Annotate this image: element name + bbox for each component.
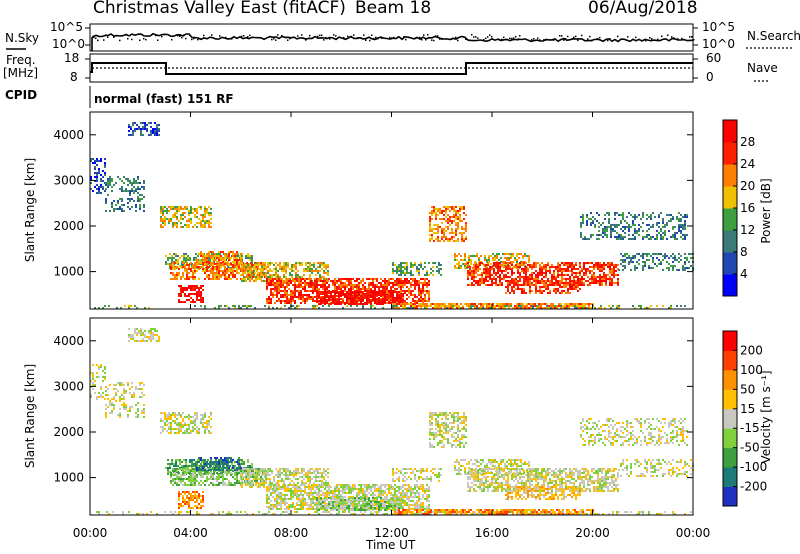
x-axis-label: Time UT (366, 538, 416, 552)
cpid-mode: normal (fast) 151 RF (94, 92, 234, 106)
velocity-colorbar-label: Velocity [m s⁻¹] (759, 370, 773, 464)
y-tick-label: 3000 (53, 379, 84, 393)
x-tick-label: 20:00 (575, 526, 610, 540)
freq-unit: [MHz] (3, 66, 39, 80)
colorbar-swatch (723, 408, 737, 429)
nsky-tick-top-right: 10^5 (702, 20, 735, 34)
y-tick-label: 1000 (53, 471, 84, 485)
power-colorbar-tick: 28 (740, 135, 755, 149)
freq-tick-bottom-right: 0 (706, 70, 714, 84)
colorbar-swatch (723, 186, 737, 209)
cpid-label: CPID (5, 88, 38, 102)
power-yticks: 1000 2000 3000 4000 (53, 128, 693, 279)
velocity-colorbar-tick: 100 (740, 363, 763, 377)
x-axis-ticks: 00:00 04:00 08:00 12:00 16:00 20:00 00:00 (73, 112, 711, 540)
power-colorbar-tick: 8 (740, 245, 748, 259)
y-tick-label: 2000 (53, 219, 84, 233)
colorbar-swatch (723, 447, 737, 468)
nsky-tick-bottom-right: 10^0 (702, 37, 735, 51)
colorbar-swatch (723, 369, 737, 390)
freq-tick-top-right: 60 (706, 51, 722, 65)
x-tick-label: 04:00 (173, 526, 208, 540)
colorbar-swatch (723, 486, 737, 507)
power-heatmap: 1000 2000 3000 4000 (53, 111, 694, 310)
velocity-colorbar-tick: 15 (740, 402, 755, 416)
colorbar-swatch (723, 389, 737, 410)
velocity-heatmap: 1000 2000 3000 4000 (53, 317, 694, 516)
x-tick-label: 08:00 (274, 526, 309, 540)
freq-label: Freq. (6, 53, 36, 67)
power-colorbar-tick: 12 (740, 223, 755, 237)
velocity-yticks: 1000 2000 3000 4000 (53, 334, 693, 485)
station-title: Christmas Valley East (fitACF) (93, 0, 346, 18)
nsky-panel (6, 23, 792, 52)
freq-tick-top-left: 18 (64, 51, 80, 65)
x-tick-label: 00:00 (676, 526, 711, 540)
nsearch-label: N.Search (747, 29, 800, 43)
power-colorbar-tick: 16 (740, 201, 755, 215)
x-tick-label: 16:00 (475, 526, 510, 540)
colorbar-swatch (723, 208, 737, 231)
power-ylabel: Slant Range [km] (23, 157, 37, 263)
power-colorbar-tick: 20 (740, 179, 755, 193)
nsky-trace (91, 32, 694, 51)
x-tick-label: 00:00 (73, 526, 108, 540)
power-colorbar-label: Power [dB] (759, 178, 773, 244)
power-cells (90, 122, 694, 309)
velocity-colorbar-tick: -100 (740, 460, 767, 474)
nsky-label: N.Sky (5, 31, 40, 45)
velocity-colorbar-tick: 50 (740, 382, 755, 396)
velocity-colorbar-tick: -50 (740, 441, 760, 455)
y-tick-label: 3000 (53, 173, 84, 187)
velocity-colorbar-tick: 200 (740, 343, 763, 357)
power-colorbar-tick: 24 (740, 157, 755, 171)
nave-label: Nave (747, 61, 778, 75)
date-label: 06/Aug/2018 (588, 0, 698, 18)
power-colorbar-tick: 4 (740, 267, 748, 281)
colorbar-swatch (723, 230, 737, 253)
y-tick-label: 2000 (53, 425, 84, 439)
colorbar-swatch (723, 142, 737, 165)
nsky-frame (89, 23, 694, 52)
velocity-ylabel: Slant Range [km] (23, 363, 37, 469)
nsky-tick-bottom-left: 10^0 (52, 37, 85, 51)
freq-tick-bottom-left: 8 (70, 70, 78, 84)
y-tick-label: 1000 (53, 265, 84, 279)
colorbar-swatch (723, 274, 737, 297)
velocity-colorbar-tick: -15 (740, 421, 760, 435)
nsky-dots (93, 34, 695, 42)
x-tick-label: 12:00 (374, 526, 409, 540)
y-tick-label: 4000 (53, 128, 84, 142)
velocity-cells (90, 328, 694, 515)
power-colorbar: 4 8 12 16 20 24 28 (722, 119, 755, 297)
colorbar-swatch (723, 252, 737, 275)
velocity-colorbar-tick: -200 (740, 480, 767, 494)
colorbar-swatch (723, 331, 737, 351)
nsky-tick-top-left: 10^5 (50, 20, 83, 34)
y-tick-label: 4000 (53, 334, 84, 348)
colorbar-swatch (723, 428, 737, 449)
beam-label: Beam 18 (355, 0, 432, 18)
freq-panel (85, 53, 768, 83)
colorbar-swatch (723, 120, 737, 143)
colorbar-swatch (723, 164, 737, 187)
velocity-colorbar: 200 100 50 15 -15 -50 -100 -200 (722, 330, 767, 507)
colorbar-swatch (723, 467, 737, 487)
colorbar-swatch (723, 350, 737, 371)
